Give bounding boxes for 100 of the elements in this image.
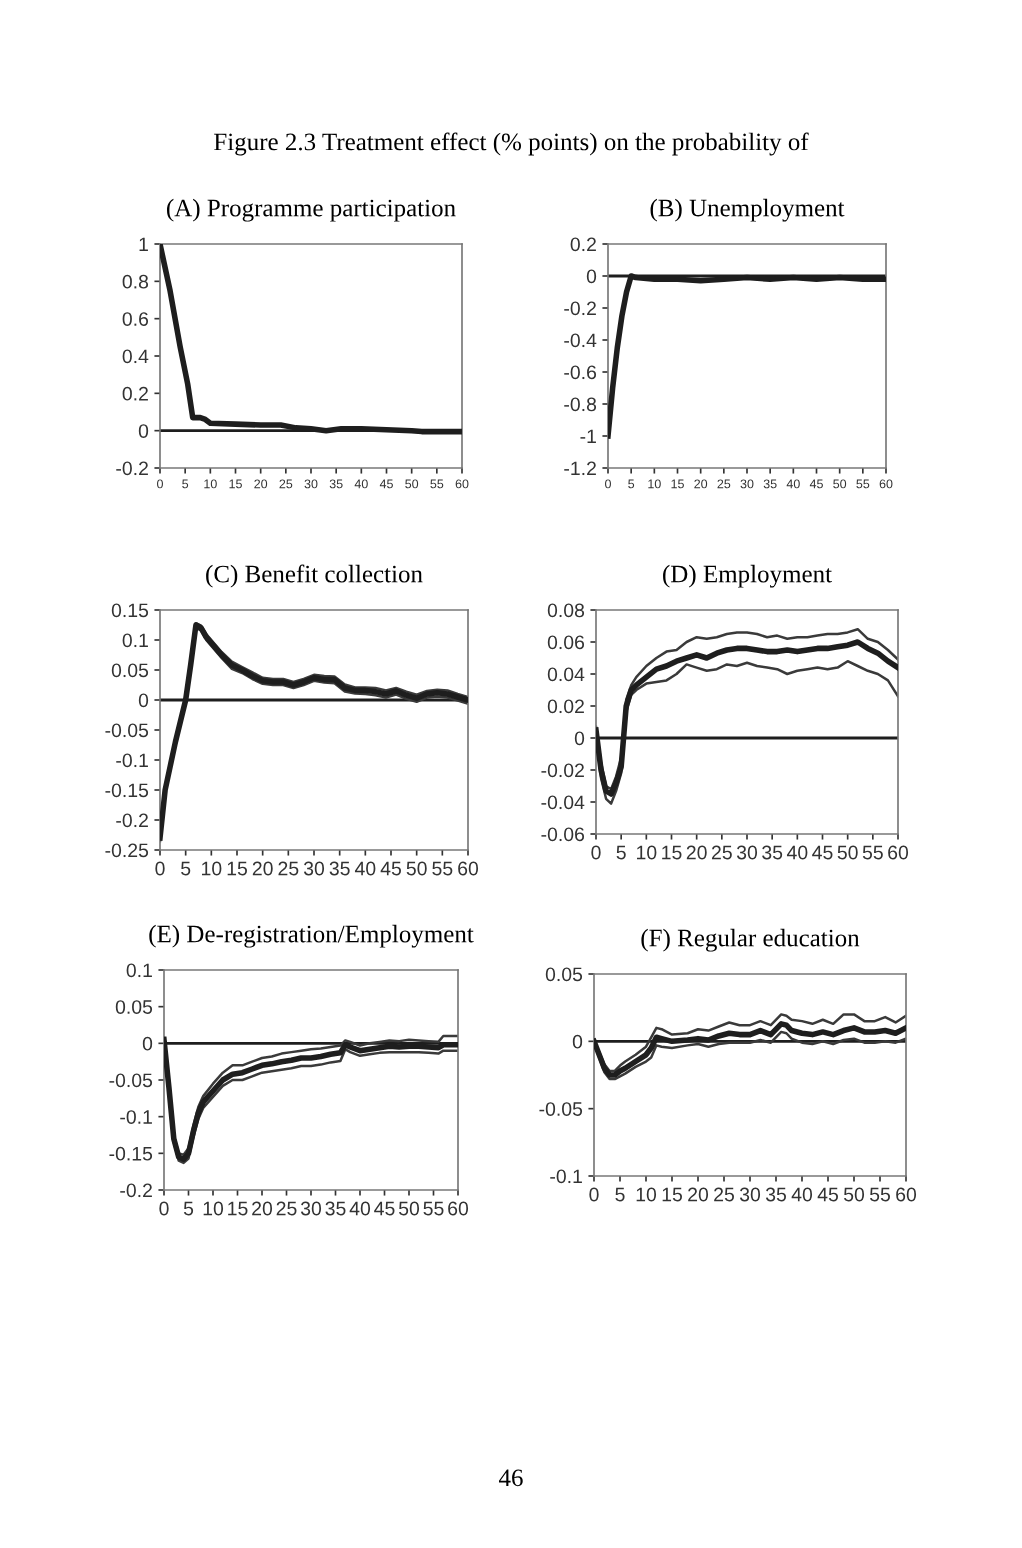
y-tick-label: 0 — [142, 1036, 153, 1051]
y-tick-label: 0 — [138, 693, 149, 708]
y-tick-label: -0.2 — [116, 461, 148, 476]
y-tick-label: 0.04 — [547, 667, 585, 682]
x-tick-label: 40 — [349, 1201, 371, 1216]
x-tick-label: 0 — [155, 861, 165, 876]
x-tick-label: 10 — [203, 1201, 224, 1216]
x-tick-label: 35 — [765, 1187, 786, 1202]
y-tick-label: -0.02 — [541, 763, 584, 778]
chart-title: (A) Programme participation — [167, 198, 456, 222]
x-tick-label: 55 — [423, 1201, 444, 1216]
x-tick-label: 55 — [862, 845, 883, 860]
x-tick-label: 50 — [837, 845, 858, 860]
y-tick-label: -0.04 — [541, 795, 585, 810]
x-tick-label: 35 — [762, 845, 783, 860]
x-tick-label: 35 — [329, 861, 350, 876]
x-tick-label: 40 — [786, 845, 808, 860]
y-tick-label: -0.15 — [105, 783, 149, 798]
caption: Figure 2.3 Treatment effect (% points) on the probability of — [214, 132, 809, 156]
x-tick-label: 15 — [227, 861, 247, 876]
y-tick-label: 0 — [138, 424, 149, 438]
y-tick-label: -1 — [580, 429, 596, 444]
x-tick-label: 60 — [458, 861, 479, 876]
y-tick-label: -0.05 — [539, 1102, 583, 1116]
y-tick-label: 0.6 — [122, 312, 149, 326]
x-tick-label: 5 — [181, 861, 191, 876]
x-tick-label: 40 — [354, 861, 376, 876]
y-tick-label: 0.2 — [122, 386, 148, 401]
y-tick-label: 0.8 — [122, 274, 149, 289]
y-tick-label: -0.15 — [109, 1146, 153, 1161]
y-tick-label: -0.06 — [541, 827, 585, 842]
x-tick-label: 30 — [303, 861, 325, 876]
x-tick-label: 0 — [159, 1201, 169, 1216]
y-tick-label: 0.02 — [547, 699, 584, 714]
y-tick-label: 0.1 — [122, 633, 148, 648]
y-tick-label: -0.05 — [105, 723, 149, 738]
y-tick-label: 0 — [572, 1034, 583, 1049]
x-tick-label: 60 — [896, 1187, 917, 1202]
y-tick-label: 0.05 — [111, 663, 149, 678]
x-tick-label: 55 — [432, 861, 453, 876]
y-tick-label: -0.8 — [564, 397, 597, 412]
x-tick-label: 45 — [374, 1201, 395, 1216]
x-tick-label: 40 — [791, 1187, 813, 1202]
y-tick-label: 0.05 — [115, 1000, 153, 1014]
x-tick-label: 5 — [616, 845, 626, 860]
y-tick-label: -1.2 — [564, 461, 596, 476]
y-tick-label: 0.06 — [547, 635, 585, 650]
chart-title: (F) Regular education — [641, 928, 860, 952]
text: 46 — [498, 1469, 523, 1487]
x-tick-label: 45 — [812, 845, 833, 860]
y-tick-label: -0.2 — [564, 301, 596, 316]
y-tick-label: 1 — [139, 237, 148, 252]
chart-title: (B) Unemployment — [650, 198, 845, 222]
x-tick-label: 25 — [278, 861, 299, 876]
x-tick-label: 30 — [736, 845, 758, 860]
x-tick-label: 35 — [325, 1201, 346, 1216]
y-tick-label: -0.1 — [120, 1110, 152, 1124]
x-tick-label: 45 — [380, 861, 401, 876]
y-tick-label: 0.08 — [547, 603, 585, 618]
x-tick-label: 10 — [202, 861, 222, 876]
x-tick-label: 25 — [712, 845, 732, 860]
x-tick-label: 50 — [398, 1201, 420, 1216]
x-tick-label: 5 — [615, 1187, 625, 1202]
x-tick-label: 15 — [662, 1187, 682, 1202]
x-tick-label: 60 — [448, 1201, 469, 1216]
x-tick-label: 25 — [714, 1187, 734, 1202]
y-tick-label: -0.1 — [550, 1169, 582, 1184]
y-tick-label: 0.1 — [126, 963, 152, 978]
y-tick-label: -0.4 — [564, 333, 597, 348]
x-tick-label: 60 — [888, 845, 909, 860]
x-tick-label: 55 — [869, 1187, 890, 1202]
y-tick-label: -0.2 — [120, 1183, 152, 1198]
x-tick-label: 20 — [252, 1201, 273, 1216]
x-tick-label: 10 — [637, 845, 657, 860]
x-tick-label: 30 — [300, 1201, 322, 1216]
x-tick-label: 15 — [662, 845, 682, 860]
y-tick-label: -0.2 — [116, 813, 148, 828]
x-tick-label: 30 — [739, 1187, 761, 1202]
x-tick-label: 50 — [406, 861, 427, 876]
x-tick-label: 15 — [228, 1201, 248, 1216]
x-tick-label: 20 — [686, 845, 707, 860]
y-tick-label: -0.1 — [116, 753, 148, 768]
y-tick-label: 0.4 — [122, 349, 149, 364]
chart-title: (D) Employment — [663, 564, 832, 588]
y-tick-label: 0 — [574, 731, 585, 746]
y-tick-label: -0.05 — [109, 1073, 153, 1088]
x-tick-label: 5 — [183, 1201, 194, 1216]
chart-title: (E) De-registration/Employment — [149, 924, 474, 948]
x-tick-label: 50 — [843, 1187, 865, 1202]
x-tick-label: 45 — [817, 1187, 838, 1202]
y-tick-label: 0.15 — [111, 603, 149, 618]
x-tick-label: 20 — [252, 861, 273, 876]
y-tick-label: 0.05 — [545, 967, 583, 982]
y-tick-label: -0.25 — [105, 843, 149, 858]
x-tick-label: 20 — [688, 1187, 709, 1202]
x-tick-label: 10 — [636, 1187, 657, 1202]
y-tick-label: -0.6 — [564, 365, 597, 380]
x-tick-label: 25 — [276, 1201, 297, 1216]
chart-title: (C) Benefit collection — [206, 564, 423, 588]
y-tick-label: 0.2 — [570, 237, 596, 252]
